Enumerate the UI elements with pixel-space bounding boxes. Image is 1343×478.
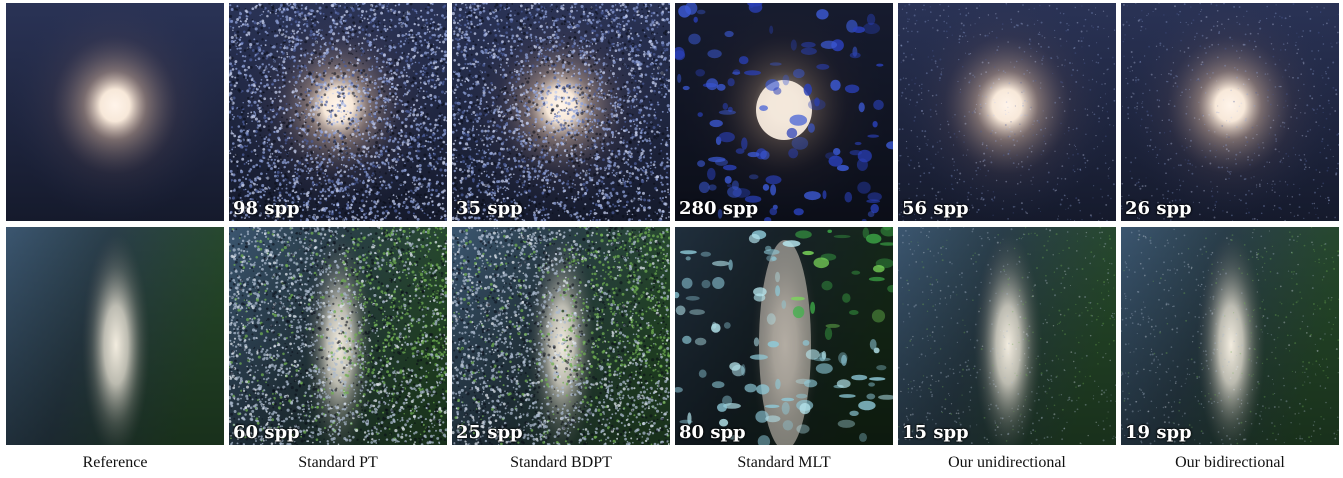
spp-label: 60 spp xyxy=(233,422,300,443)
caption-standard-bdpt: Standard BDPT xyxy=(510,454,612,471)
spp-label: 280 spp xyxy=(679,198,759,219)
tile-row1-mlt: 280 spp xyxy=(675,3,893,221)
pt-render-icon xyxy=(229,227,447,445)
ours-uni-render-icon xyxy=(898,227,1116,445)
spp-label: 25 spp xyxy=(456,422,523,443)
caption-row: Reference Standard PT Standard BDPT Stan… xyxy=(6,454,1339,472)
reference-image-icon xyxy=(6,3,224,221)
bdpt-render-icon xyxy=(452,3,670,221)
spp-label: 35 spp xyxy=(456,198,523,219)
tile-row1-ours-bi: 26 spp xyxy=(1121,3,1339,221)
tile-row2-pt: 60 spp xyxy=(229,227,447,445)
reference-image-icon xyxy=(6,227,224,445)
caption-standard-mlt: Standard MLT xyxy=(737,454,831,471)
spp-label: 98 spp xyxy=(233,198,300,219)
tile-row1-ours-uni: 56 spp xyxy=(898,3,1116,221)
caption-our-bidirectional: Our bidirectional xyxy=(1175,454,1285,471)
tile-row1-reference xyxy=(6,3,224,221)
spp-label: 26 spp xyxy=(1125,198,1192,219)
bdpt-render-icon xyxy=(452,227,670,445)
tile-row2-ours-uni: 15 spp xyxy=(898,227,1116,445)
tile-row2-bdpt: 25 spp xyxy=(452,227,670,445)
caption-our-unidirectional: Our unidirectional xyxy=(948,454,1066,471)
ours-bi-render-icon xyxy=(1121,227,1339,445)
spp-label: 19 spp xyxy=(1125,422,1192,443)
tile-row2-ours-bi: 19 spp xyxy=(1121,227,1339,445)
mlt-render-icon xyxy=(675,3,893,221)
tile-row1-bdpt: 35 spp xyxy=(452,3,670,221)
ours-bi-render-icon xyxy=(1121,3,1339,221)
pt-render-icon xyxy=(229,3,447,221)
caption-reference: Reference xyxy=(82,454,148,471)
tile-row2-mlt: 80 spp xyxy=(675,227,893,445)
render-comparison-grid: 98 spp 35 spp 280 spp 56 spp 26 spp 60 s… xyxy=(6,3,1339,445)
tile-row1-pt: 98 spp xyxy=(229,3,447,221)
spp-label: 15 spp xyxy=(902,422,969,443)
spp-label: 80 spp xyxy=(679,422,746,443)
spp-label: 56 spp xyxy=(902,198,969,219)
tile-row2-reference xyxy=(6,227,224,445)
mlt-render-icon xyxy=(675,227,893,445)
caption-standard-pt: Standard PT xyxy=(298,454,378,471)
ours-uni-render-icon xyxy=(898,3,1116,221)
